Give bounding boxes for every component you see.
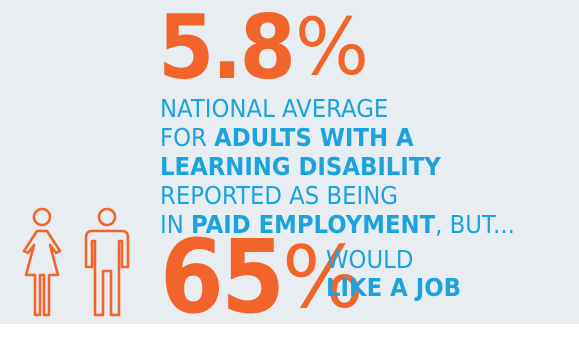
description-line-4: REPORTED AS BEING <box>160 181 515 210</box>
description-line-5: IN PAID EMPLOYMENT, BUT... <box>160 210 515 239</box>
description-line-5-prefix: IN <box>160 210 192 239</box>
people-illustration <box>22 207 130 317</box>
description-line-2-bold: ADULTS WITH A <box>214 123 414 152</box>
description-line-2: FOR ADULTS WITH A <box>160 123 515 152</box>
second-stat-unit: % <box>281 228 364 328</box>
description-line-3: LEARNING DISABILITY <box>160 152 515 181</box>
man-icon <box>84 207 130 317</box>
headline-stat-unit: % <box>294 3 370 93</box>
second-stat-label-line-2-bold: LIKE A JOB <box>326 273 461 302</box>
second-stat-value: 65 <box>160 218 285 337</box>
headline-stat-value: 5.8 <box>158 0 296 99</box>
description-line-1: NATIONAL AVERAGE <box>160 94 515 123</box>
description-line-4-text: REPORTED AS BEING <box>160 181 398 210</box>
background <box>0 0 579 324</box>
second-stat-label: WOULD LIKE A JOB <box>326 246 471 302</box>
description-line-1-text: NATIONAL AVERAGE <box>160 94 389 123</box>
second-stat-label-line-2: LIKE A JOB <box>326 274 461 302</box>
second-stat-label-line-1: WOULD <box>326 245 414 274</box>
description-line-5-suffix: , BUT... <box>435 210 515 239</box>
description-line-2-prefix: FOR <box>160 123 215 152</box>
description-line-3-bold: LEARNING DISABILITY <box>160 152 441 181</box>
woman-icon <box>22 207 62 317</box>
headline-stat: 5.8 % <box>158 0 370 99</box>
description-line-5-bold: PAID EMPLOYMENT <box>191 210 436 239</box>
employment-description: NATIONAL AVERAGE FOR ADULTS WITH A LEARN… <box>160 94 542 239</box>
second-stat: 65 % <box>160 218 364 337</box>
